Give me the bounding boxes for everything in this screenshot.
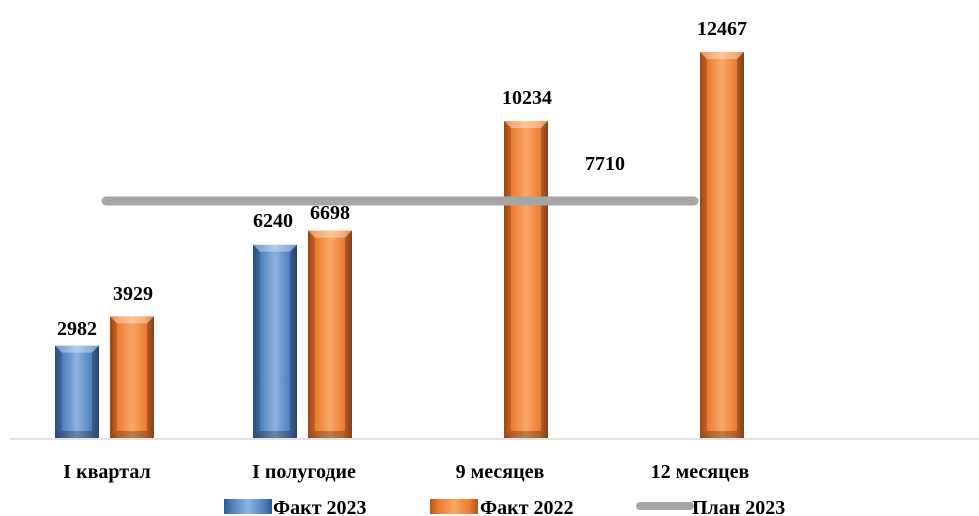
data-label-fact-2022-0: 3929: [113, 283, 153, 305]
legend-swatch: [430, 499, 478, 514]
data-label-fact-2022-1: 6698: [310, 202, 350, 224]
data-label-fact-2023-0: 2982: [57, 318, 97, 340]
legend-label: Факт 2022: [480, 497, 574, 516]
data-label-fact-2023-1: 6240: [253, 210, 293, 232]
category-label-0: I квартал: [63, 461, 150, 483]
bar-fact-2023-1: [253, 244, 297, 438]
bar-fact-2022-3: [700, 52, 744, 438]
bar-fact-2023-0: [55, 345, 99, 438]
data-label-fact-2022-3: 12467: [697, 18, 747, 40]
data-label-fact-2022-2: 10234: [502, 87, 552, 109]
category-label-1: I полугодие: [252, 461, 356, 483]
category-label-3: 12 месяцев: [651, 461, 750, 483]
bar-fact-2022-1: [308, 230, 352, 438]
legend-label: План 2023: [692, 497, 785, 516]
bar-fact-2022-2: [504, 121, 548, 438]
legend-swatch: [224, 499, 272, 514]
data-label-plan-2023: 7710: [585, 153, 625, 175]
legend-item-fact-2023: Факт 2023: [224, 497, 367, 516]
legend-item-fact-2022: Факт 2022: [430, 497, 574, 516]
bar-fact-2022-0: [110, 316, 154, 438]
legend-item-plan-2023: План 2023: [636, 497, 785, 516]
category-label-2: 9 месяцев: [456, 461, 545, 483]
legend-label: Факт 2023: [273, 497, 367, 516]
